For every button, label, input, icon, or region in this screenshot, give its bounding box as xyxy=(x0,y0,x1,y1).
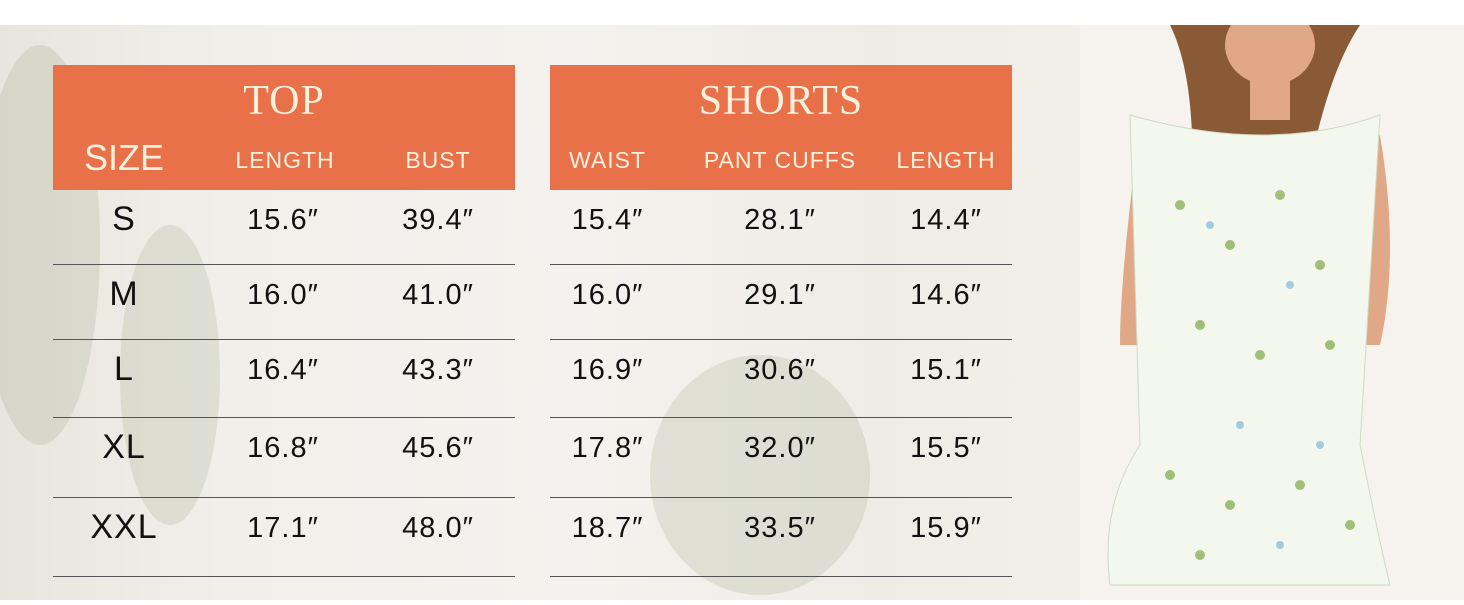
table-row: 16.0″ 29.1″ 14.6″ xyxy=(550,265,1012,340)
column-waist: WAIST xyxy=(569,147,646,173)
table-cell: S xyxy=(112,200,136,238)
column-size: SIZE xyxy=(83,137,164,178)
table-cell: 28.1″ xyxy=(744,204,816,236)
table-cell: 14.6″ xyxy=(910,279,982,311)
table-cell: 15.1″ xyxy=(910,354,982,386)
table-cell: 16.9″ xyxy=(571,354,644,386)
column-pant-cuffs: PANT CUFFS xyxy=(703,147,857,173)
table-row: XL 16.8″ 45.6″ xyxy=(53,418,515,498)
table-row: 18.7″ 33.5″ 15.9″ xyxy=(550,498,1012,577)
table-cell: 17.1″ xyxy=(247,512,319,544)
table-cell: XL xyxy=(102,428,146,466)
table-cell: M xyxy=(109,275,139,313)
table-cell: 33.5″ xyxy=(744,512,816,544)
top-title: TOP xyxy=(243,78,325,124)
table-cell: 43.3″ xyxy=(402,354,474,386)
table-row: XXL 17.1″ 48.0″ xyxy=(53,498,515,577)
table-cell: 48.0″ xyxy=(402,512,474,544)
table-cell: 32.0″ xyxy=(744,432,816,464)
table-cell: 15.6″ xyxy=(247,204,319,236)
table-cell: 39.4″ xyxy=(402,204,474,236)
table-cell: 30.6″ xyxy=(744,354,816,386)
table-cell: 15.4″ xyxy=(571,204,644,236)
table-cell: 18.7″ xyxy=(571,512,644,544)
table-cell: 14.4″ xyxy=(910,204,982,236)
table-row: L 16.4″ 43.3″ xyxy=(53,340,515,418)
column-bust: BUST xyxy=(405,147,471,173)
shorts-title: SHORTS xyxy=(698,78,864,124)
table-cell: 17.8″ xyxy=(571,432,644,464)
table-cell: 45.6″ xyxy=(402,432,474,464)
table-row: 17.8″ 32.0″ 15.5″ xyxy=(550,418,1012,498)
shorts-header: SHORTS WAIST PANT CUFFS LENGTH xyxy=(550,65,1012,190)
table-row: 15.4″ 28.1″ 14.4″ xyxy=(550,190,1012,265)
table-cell: 41.0″ xyxy=(402,279,474,311)
table-cell: 29.1″ xyxy=(744,279,816,311)
table-cell: 16.4″ xyxy=(247,354,319,386)
table-cell: 16.0″ xyxy=(247,279,319,311)
table-row: S 15.6″ 39.4″ xyxy=(53,190,515,265)
table-cell: 15.5″ xyxy=(910,432,982,464)
column-length: LENGTH xyxy=(896,147,996,173)
table-cell: 16.8″ xyxy=(247,432,319,464)
table-row: 16.9″ 30.6″ 15.1″ xyxy=(550,340,1012,418)
table-cell: XXL xyxy=(90,508,158,546)
table-cell: L xyxy=(114,350,134,388)
column-length: LENGTH xyxy=(235,147,335,173)
table-row: M 16.0″ 41.0″ xyxy=(53,265,515,340)
top-header: TOP SIZE LENGTH BUST xyxy=(53,65,515,190)
model-photo xyxy=(1080,5,1464,600)
table-cell: 15.9″ xyxy=(910,512,982,544)
table-cell: 16.0″ xyxy=(571,279,644,311)
